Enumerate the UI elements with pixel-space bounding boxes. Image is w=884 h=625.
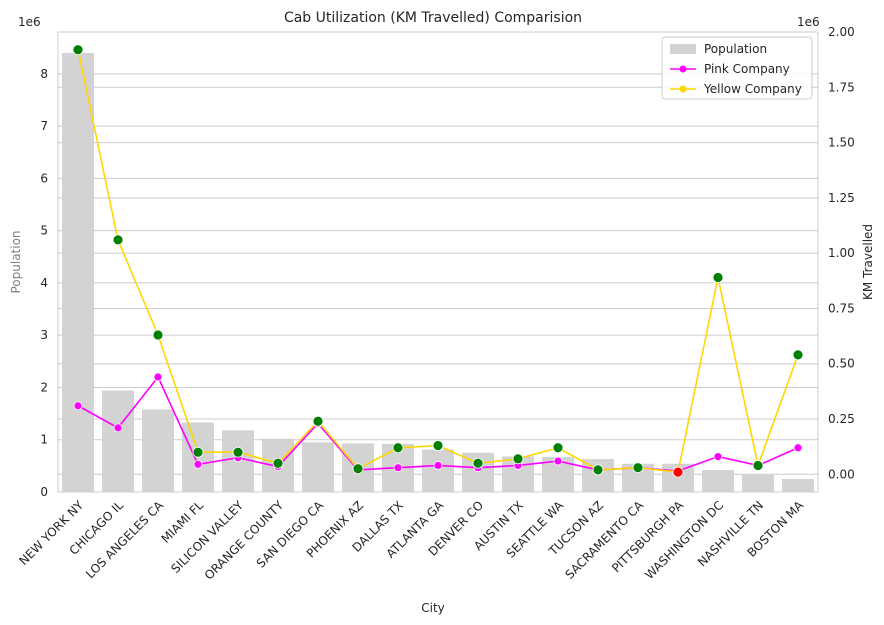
yellow-company-marker <box>112 234 124 246</box>
yellow-company-marker <box>312 415 324 427</box>
y2-tick-label: 2.00 <box>828 25 855 39</box>
population-bar <box>62 52 94 493</box>
x-tick-label: SILICON VALLEY <box>168 498 246 576</box>
y2-axis-multiplier: 1e6 <box>797 15 820 29</box>
y-tick-label: 2 <box>40 380 48 394</box>
population-bar <box>742 474 774 492</box>
legend-marker-swatch <box>679 85 687 93</box>
plot-frame <box>57 31 819 493</box>
y2-tick-label: 0.75 <box>828 301 855 315</box>
population-bar <box>102 390 134 492</box>
yellow-company-marker <box>752 460 764 471</box>
population-bar <box>782 478 814 492</box>
y2-tick-label: 1.25 <box>828 191 855 205</box>
yellow-company-marker <box>472 457 484 469</box>
y2-tick-label: 0.25 <box>828 412 855 426</box>
yellow-company-marker <box>232 446 244 458</box>
pink-company-marker <box>713 452 723 462</box>
yellow-company-marker <box>512 453 524 465</box>
y-tick-label: 0 <box>40 485 48 499</box>
pink-company-marker <box>393 463 403 473</box>
x-axis-label: City <box>421 601 445 615</box>
legend: Population Pink Company Yellow Company <box>661 36 813 100</box>
pink-company-marker <box>193 459 203 469</box>
population-bar <box>142 409 174 492</box>
y2-tick-label: 1.50 <box>828 136 855 150</box>
pink-company-marker <box>553 456 563 466</box>
yellow-company-marker <box>432 440 444 451</box>
yellow-company-marker <box>272 457 284 469</box>
series-lines <box>77 49 799 473</box>
yellow-company-marker <box>632 462 644 474</box>
x-tick-label: PITTSBURGH PA <box>609 498 687 576</box>
y-tick-label: 1 <box>40 433 48 447</box>
pink-company-marker <box>113 423 123 433</box>
y-tick-label: 6 <box>40 171 48 185</box>
legend-box <box>661 36 813 100</box>
y2-axis-label: KM Travelled <box>861 224 875 300</box>
series-line-yellow-company <box>77 49 799 473</box>
y-tick-label: 8 <box>40 67 48 81</box>
population-bar <box>422 449 454 492</box>
pink-company-marker <box>153 372 163 382</box>
population-bars <box>62 52 814 493</box>
y-tick-label: 4 <box>40 276 48 290</box>
yellow-company-marker <box>672 466 684 478</box>
yellow-company-marker <box>352 463 364 475</box>
yellow-company-marker <box>152 329 164 341</box>
legend-label: Yellow Company <box>703 82 802 96</box>
y2-tick-label: 0.50 <box>828 357 855 371</box>
y-tick-label: 7 <box>40 119 48 133</box>
yellow-company-marker <box>712 272 724 283</box>
yellow-company-marker <box>792 349 804 361</box>
series-markers <box>72 44 804 478</box>
yellow-company-marker <box>392 442 404 454</box>
chart-title: Cab Utilization (KM Travelled) Comparisi… <box>284 10 582 26</box>
y2-tick-label: 1.75 <box>828 80 855 94</box>
yellow-company-marker <box>552 442 564 454</box>
population-bar <box>302 442 334 492</box>
population-bar <box>702 470 734 492</box>
yellow-company-marker <box>72 44 84 56</box>
y-axis-multiplier: 1e6 <box>18 15 41 29</box>
y-axis-label: Population <box>9 230 23 293</box>
legend-label: Pink Company <box>704 62 790 76</box>
y-tick-label: 3 <box>40 328 48 342</box>
y-tick-label: 5 <box>40 224 48 238</box>
x-tick-label: LOS ANGELES CA <box>83 498 167 582</box>
y2-tick-label: 1.00 <box>828 246 855 260</box>
yellow-company-marker <box>592 464 604 476</box>
y2-tick-label: 0.00 <box>828 467 855 481</box>
axes: 0 1 2 3 4 5 6 7 8 0.00 0.25 0.50 0.75 1.00 1.25 1.50 1.7… <box>16 25 854 583</box>
pink-company-marker <box>433 461 443 470</box>
legend-marker-swatch <box>679 65 687 73</box>
legend-label: Population <box>704 42 767 56</box>
pink-company-marker <box>793 443 803 453</box>
yellow-company-marker <box>192 446 204 458</box>
pink-company-marker <box>73 401 83 411</box>
legend-swatch-population <box>670 44 696 54</box>
